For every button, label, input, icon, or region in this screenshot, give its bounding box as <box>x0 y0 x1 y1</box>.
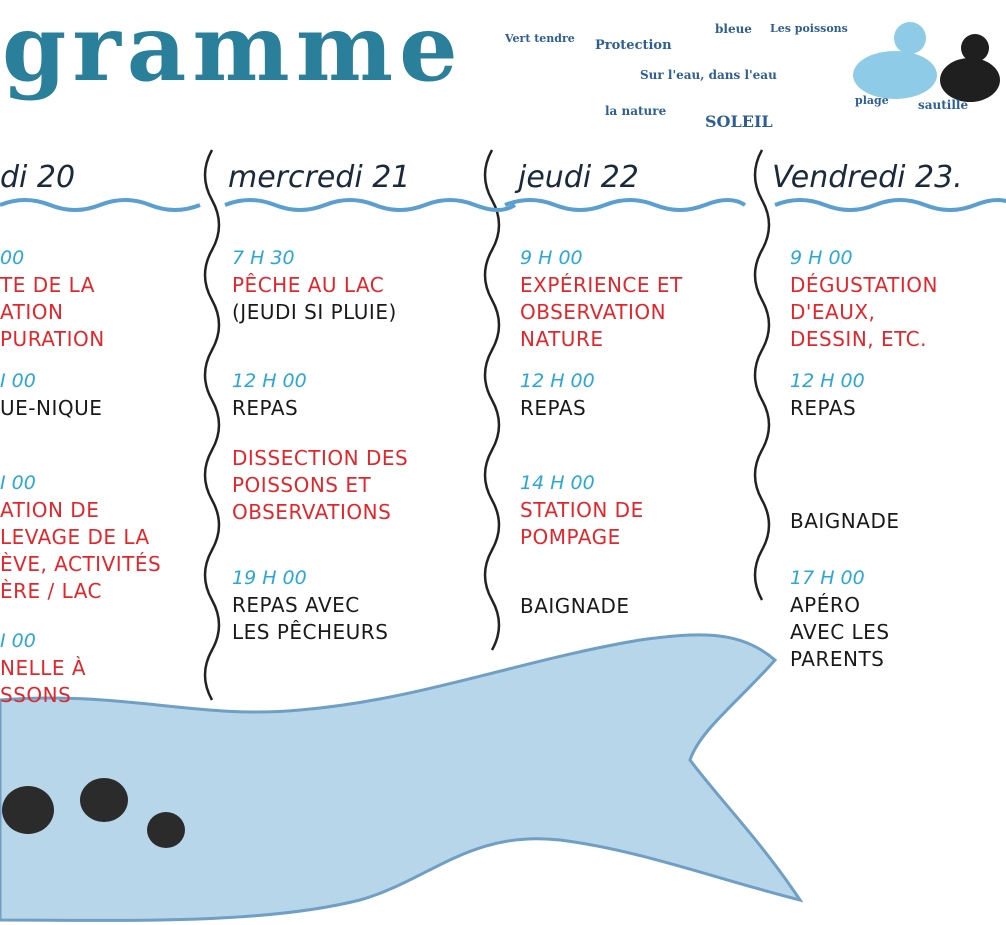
event-time: 7 H 30 <box>232 247 295 269</box>
day-header: mercredi 21 <box>228 160 411 195</box>
event-title: D'EAUX, <box>790 300 876 324</box>
event-time: 12 H 00 <box>790 370 865 392</box>
event-title: OBSERVATIONS <box>232 500 392 524</box>
event-time: 14 H 00 <box>520 472 595 494</box>
event-time: 12 H 00 <box>520 370 595 392</box>
duck-icon <box>853 51 937 99</box>
header-title: gramme <box>2 0 464 102</box>
event-time: 19 H 00 <box>232 567 307 589</box>
event-note: REPAS <box>790 396 857 420</box>
word-cloud-item: Vert tendre <box>505 32 575 45</box>
word-cloud-item: bleue <box>715 22 752 36</box>
fish-spot <box>80 778 128 822</box>
wave <box>774 198 1006 212</box>
event-title: NATURE <box>520 327 604 351</box>
duck-icon <box>894 22 926 54</box>
event-title: POMPAGE <box>520 525 621 549</box>
event-time: 12 H 00 <box>232 370 307 392</box>
event-note: LES PÊCHEURS <box>232 620 389 644</box>
fish-spot <box>2 786 54 834</box>
wave <box>504 198 747 212</box>
event-title: SSONS <box>0 683 72 707</box>
event-title: OBSERVATION <box>520 300 667 324</box>
event-title: STATION DE <box>520 498 644 522</box>
event-time: I 00 <box>0 472 36 494</box>
duck-icon <box>961 34 989 62</box>
event-note: REPAS <box>232 396 299 420</box>
day-header: Vendredi 23. <box>772 160 963 195</box>
event-note: REPAS <box>520 396 587 420</box>
word-cloud-item: la nature <box>605 104 667 118</box>
event-title: PÊCHE AU LAC <box>232 273 385 297</box>
event-note: APÉRO <box>790 593 861 617</box>
event-title: ÈRE / LAC <box>0 579 103 603</box>
event-note: BAIGNADE <box>520 594 630 618</box>
word-cloud-item: sautille <box>918 98 969 112</box>
separator <box>203 149 221 701</box>
fish-drawing <box>0 633 804 922</box>
event-note: PARENTS <box>790 647 885 671</box>
event-title: ÈVE, ACTIVITÉS <box>0 552 162 576</box>
event-time: 9 H 00 <box>790 247 853 269</box>
event-note: REPAS AVEC <box>232 593 360 617</box>
word-cloud-item: SOLEIL <box>705 112 773 131</box>
event-title: POISSONS ET <box>232 473 372 497</box>
event-title: LEVAGE DE LA <box>0 525 150 549</box>
word-cloud-item: Sur l'eau, dans l'eau <box>640 68 777 82</box>
event-title: ATION DE <box>0 498 100 522</box>
event-time: I 00 <box>0 370 36 392</box>
event-time: 00 <box>0 247 25 269</box>
word-cloud-item: Protection <box>595 38 672 53</box>
event-title: DÉGUSTATION <box>790 273 938 297</box>
event-title: DISSECTION DES <box>232 446 409 470</box>
event-note: (JEUDI SI PLUIE) <box>232 300 397 324</box>
event-time: 17 H 00 <box>790 567 865 589</box>
event-note: BAIGNADE <box>790 509 900 533</box>
event-title: DESSIN, ETC. <box>790 327 928 351</box>
event-time: 9 H 00 <box>520 247 583 269</box>
event-title: ATION <box>0 300 64 324</box>
event-title: EXPÉRIENCE ET <box>520 273 683 297</box>
event-note: AVEC LES <box>790 620 890 644</box>
separator <box>753 149 771 601</box>
wave <box>0 198 201 212</box>
day-header: jeudi 22 <box>518 160 639 195</box>
event-note: UE-NIQUE <box>0 396 103 420</box>
event-title: NELLE À <box>0 656 87 680</box>
separator <box>483 149 501 651</box>
day-header: di 20 <box>0 160 76 195</box>
word-cloud-item: plage <box>855 94 889 107</box>
fish-spot <box>147 812 185 848</box>
wave <box>224 198 517 212</box>
word-cloud-item: Les poissons <box>770 22 848 35</box>
event-time: I 00 <box>0 630 36 652</box>
event-title: TE DE LA <box>0 273 95 297</box>
event-title: PURATION <box>0 327 105 351</box>
duck-icon <box>940 58 1000 102</box>
